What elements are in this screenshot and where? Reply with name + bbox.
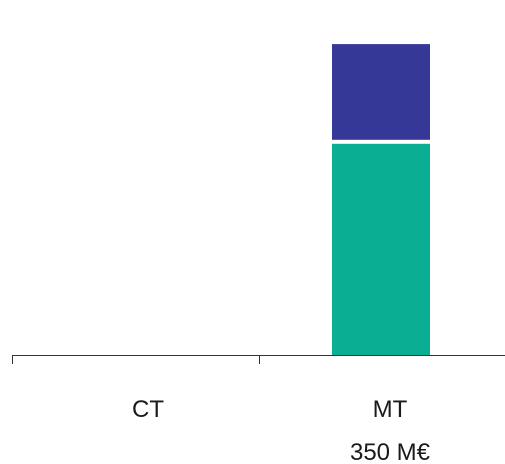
category-label-mt: MT: [373, 396, 408, 423]
bar-segment-mt-1: [332, 44, 430, 140]
total-label-mt: 350 M€: [350, 439, 431, 464]
bars-group: [332, 44, 430, 355]
category-label-ct: CT: [132, 396, 164, 423]
bar-segment-mt-0: [332, 143, 430, 355]
category-labels: CT MT: [132, 396, 408, 423]
x-axis-ticks: [12, 355, 260, 364]
data-labels: 350 M€: [350, 439, 431, 464]
